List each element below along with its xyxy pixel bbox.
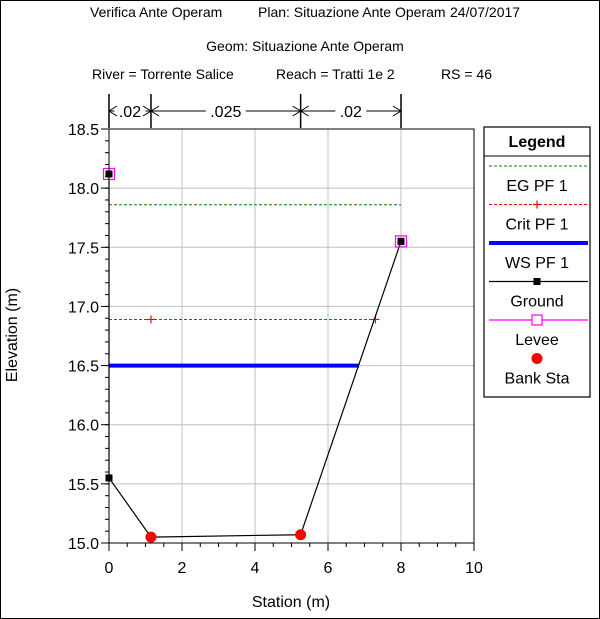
levee-ground-marker [397,237,405,245]
x-tick-label: 8 [397,560,406,577]
manning-bar: .02 .025 .02 [108,94,402,128]
manning-arrowhead-left [299,105,309,117]
crit-marker [146,315,155,324]
legend-marker [533,200,541,209]
legend-label: EG PF 1 [506,178,567,195]
manning-label: .025 [210,104,241,121]
header-rs: RS = 46 [441,66,492,82]
legend-title: Legend [509,134,566,151]
y-tick-label: 18.0 [68,181,99,198]
y-tick-label: 15.5 [68,477,99,494]
x-tick-label: 0 [105,560,114,577]
x-tick-label: 10 [465,560,483,577]
levee-marker [394,235,408,248]
legend-marker [531,353,543,364]
header-plan: Plan: Situazione Ante Operam [258,4,446,20]
y-tick-label: 17.5 [68,240,99,257]
legend-label: Levee [515,332,559,349]
y-tick-label: 17.0 [68,299,99,316]
manning-arrowhead-left [108,105,118,117]
header-river: River = Torrente Salice [92,66,234,82]
legend: Legend EG PF 1 Crit PF 1 WS PF 1 Ground Levee… [483,126,591,398]
x-tick-label: 4 [251,560,260,577]
legend-marker [531,314,543,326]
header-reach: Reach = Tratti 1e 2 [276,66,395,82]
y-tick-label: 16.5 [68,359,99,376]
x-tick-label: 6 [324,560,333,577]
legend-label: Ground [510,294,563,311]
x-tick-label: 2 [178,560,187,577]
y-axis-label: Elevation (m) [4,288,21,382]
legend-label: Crit PF 1 [505,217,568,234]
manning-arrowhead-left [150,105,160,117]
legend-label: Bank Sta [505,371,570,388]
legend-marker [533,278,541,285]
legend-box [483,126,591,398]
y-tick-label: 16.0 [68,418,99,435]
grid [109,129,474,543]
plot-area-border [108,128,475,544]
y-tick-label: 15.0 [68,536,99,553]
x-axis-label: Station (m) [252,594,330,611]
header-date: 24/07/2017 [450,4,520,20]
legend-label: WS PF 1 [505,255,569,272]
manning-arrowhead-right [392,105,402,117]
bank-marker [295,529,307,541]
header-geom: Geom: Situazione Ante Operam [206,38,404,54]
axes: 0 2 4 6 8 10 15.0 15.5 16.0 16.5 17.0 17.5 18.0 18.5 [68,122,483,577]
manning-label: .02 [119,104,141,121]
y-tick-label: 18.5 [68,122,99,139]
manning-label: .02 [340,104,362,121]
header-title: Verifica Ante Operam [90,4,222,20]
bank-marker [145,531,157,543]
